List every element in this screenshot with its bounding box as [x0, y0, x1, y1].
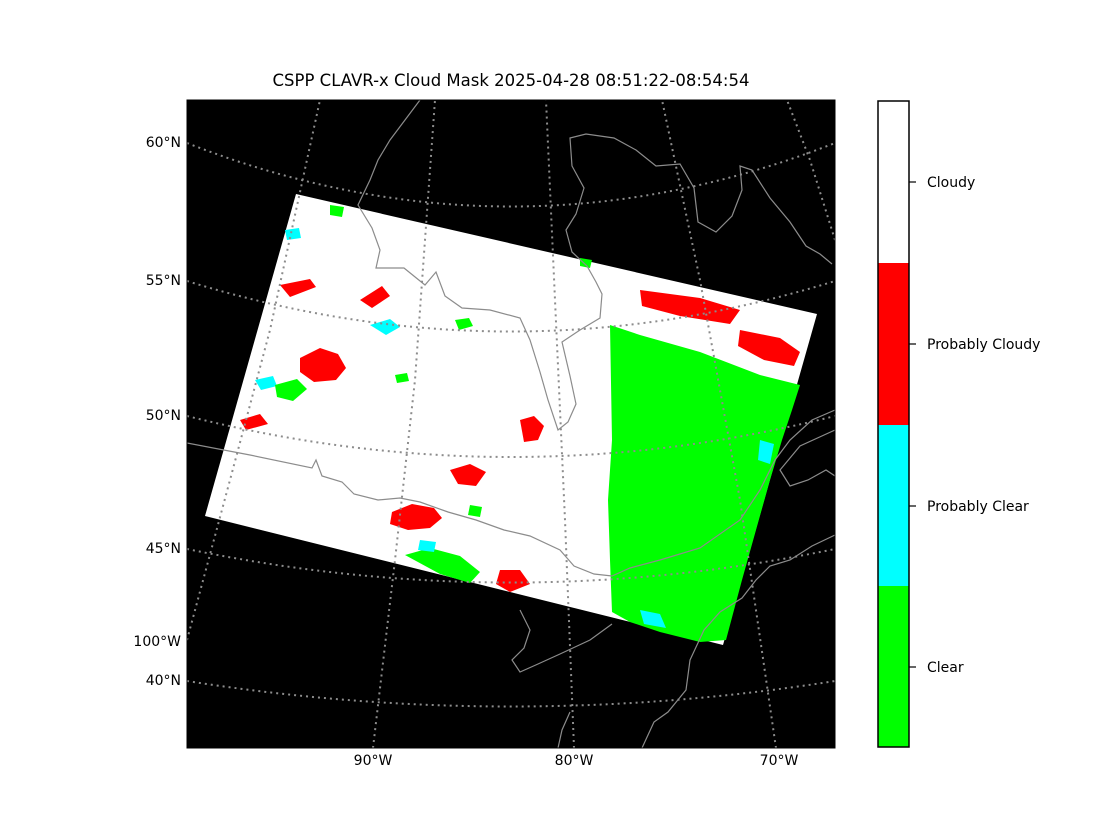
colorbar-segment-probably-clear	[878, 425, 909, 586]
graticule-lon-80	[545, 100, 575, 748]
swath-clear-area	[608, 325, 800, 642]
graticule-lon-100	[187, 100, 321, 641]
lat-label-55: 55°N	[146, 273, 181, 289]
map-frame	[186, 99, 836, 749]
graticule	[187, 100, 835, 748]
colorbar-frame	[877, 100, 910, 748]
map-panel	[186, 99, 836, 749]
lat-label-45: 45°N	[146, 541, 181, 557]
coastlines	[187, 100, 835, 748]
lon-label-90: 90°W	[354, 753, 393, 769]
longitude-labels: 90°W 80°W 70°W	[354, 753, 799, 769]
graticule-lat-45	[187, 548, 835, 584]
colorbar: Cloudy Probably Cloudy Probably Clear Cl…	[877, 100, 1040, 748]
graticule-lat-60	[187, 142, 835, 208]
lon-label-80: 80°W	[555, 753, 594, 769]
figure-title: CSPP CLAVR-x Cloud Mask 2025-04-28 08:51…	[273, 71, 750, 90]
swath-probably-clear-patches	[255, 228, 774, 628]
lat-label-50: 50°N	[146, 408, 181, 424]
colorbar-segment-cloudy	[878, 101, 909, 263]
graticule-lon-60	[786, 100, 835, 241]
graticule-lon-90	[372, 100, 436, 748]
lon-label-70: 70°W	[760, 753, 799, 769]
graticule-lat-40	[187, 680, 835, 708]
swath-clear-patches	[275, 205, 592, 517]
colorbar-segment-probably-cloudy	[878, 263, 909, 425]
colorbar-label-probably-clear: Probably Clear	[927, 499, 1029, 515]
lat-label-60: 60°N	[146, 135, 181, 151]
colorbar-segment-clear	[878, 586, 909, 747]
colorbar-label-probably-cloudy: Probably Cloudy	[927, 337, 1040, 353]
colorbar-label-cloudy: Cloudy	[927, 175, 975, 191]
swath-clear-area-sw	[405, 548, 480, 583]
lat-label-40: 40°N	[146, 673, 181, 689]
swath-probably-cloudy-patches	[240, 279, 800, 592]
satellite-swath	[205, 194, 817, 645]
latitude-labels: 60°N 55°N 50°N 45°N 100°W 40°N	[133, 135, 181, 689]
colorbar-label-clear: Clear	[927, 660, 964, 676]
lon-label-100: 100°W	[133, 634, 181, 650]
